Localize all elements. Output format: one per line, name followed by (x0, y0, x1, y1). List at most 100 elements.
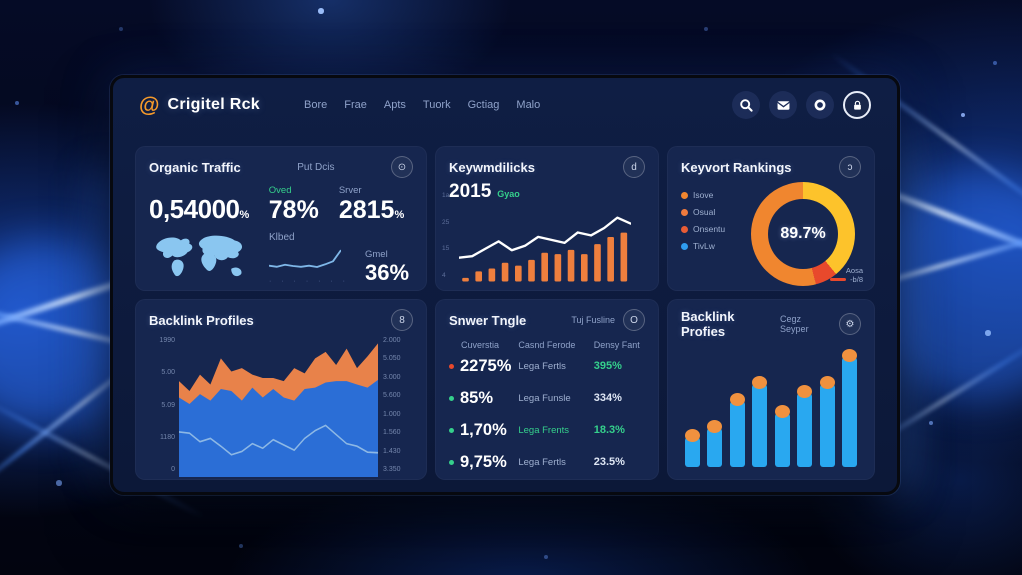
card-title: Keyvort Rankings (681, 159, 792, 175)
keywords-tag: Gyao (497, 189, 520, 199)
legend-dot (681, 208, 688, 216)
bar (841, 348, 857, 467)
bar-cap (685, 429, 700, 443)
card-menu-button[interactable]: ⊙ (390, 156, 413, 178)
footnote-line2: -b/8 (850, 275, 863, 284)
y-tick: 1.430 (383, 447, 401, 455)
legend-dot (681, 225, 688, 233)
cards-grid: Organic Traffic Put Dcis ⊙ 0,54000% Oved… (113, 132, 897, 480)
y-tick: 25 (442, 218, 450, 226)
table-row[interactable]: 85% Lega Funsle 334% (449, 382, 645, 414)
spark-block: Klbed · · · · · · · (268, 232, 349, 285)
nav-item-1[interactable]: Frae (344, 99, 367, 111)
y-tick: 1a (442, 192, 450, 199)
card-menu-button[interactable]: O (623, 309, 645, 331)
bar (774, 404, 790, 467)
lock-button[interactable] (843, 91, 871, 119)
card-title: Keywmdilicks (449, 159, 535, 175)
legend-item: TivLw (681, 241, 747, 251)
card-title: Backlink Profies (681, 309, 735, 339)
bar-cap (841, 348, 857, 362)
keywords-chart (459, 216, 631, 282)
row-value: 9,75% (460, 452, 507, 471)
area-y-axis-right: 2.000 5.050 3.000 5.600 1.000 1.560 1.43… (378, 335, 413, 477)
table-row[interactable]: 2275% Lega Fertls 395% (449, 350, 645, 382)
stat-server: Srver 2815% (339, 185, 404, 223)
nav-item-5[interactable]: Malo (516, 99, 541, 111)
row-mid: Lega Fertls (518, 360, 566, 372)
legend-label: Onsentu (693, 224, 726, 234)
card-menu-button[interactable]: ɔ (839, 156, 861, 178)
card-filter-link[interactable]: Cegz Seyper (780, 314, 809, 334)
card-backlink-area: Backlink Profiles 8 1990 5.00 5.09 1180 … (135, 299, 427, 480)
row-value: 2275% (460, 356, 512, 375)
card-organic-traffic: Organic Traffic Put Dcis ⊙ 0,54000% Oved… (135, 146, 427, 291)
y-tick: 2.000 (383, 337, 401, 344)
brand-logo-icon: @ (139, 93, 160, 117)
y-tick: 15 (442, 245, 450, 253)
y-tick: 1.000 (383, 410, 401, 418)
mail-button[interactable] (769, 91, 797, 119)
brand-name: Crigitel Rck (167, 96, 260, 113)
bar-cap (752, 375, 768, 389)
nav-item-4[interactable]: Gctiag (467, 99, 500, 111)
card-keyword-rankings: Keyvort Rankings ɔ Isove Osual (667, 146, 875, 291)
row-mid: Lega Frents (518, 424, 570, 436)
search-icon (740, 99, 753, 112)
card-menu-button[interactable]: d (623, 156, 645, 178)
bar (729, 392, 745, 467)
legend-item: Onsentu (681, 224, 747, 234)
nav-item-2[interactable]: Apts (383, 99, 406, 111)
search-button[interactable] (732, 91, 760, 119)
card-keywords: Keywmdilicks d 2015 Gyao 1a 25 15 4 (435, 146, 659, 291)
donut-center-value: 89.7% (780, 225, 826, 242)
nav-item-3[interactable]: Tuork (422, 99, 451, 111)
keywords-value: 2015 (449, 181, 492, 202)
topbar: @ Crigitel Rck Bore Frae Apts Tuork Gcti… (113, 78, 897, 132)
card-filter-link[interactable]: Tuj Fusline (571, 315, 615, 325)
nav-item-0[interactable]: Bore (304, 99, 328, 111)
stat-overview-label: Oved (268, 185, 292, 196)
card-title: Snwer Tngle (449, 312, 527, 328)
background-particles (0, 0, 2, 2)
legend-label: TivLw (693, 241, 715, 251)
bar (707, 419, 723, 467)
status-button[interactable] (806, 91, 834, 119)
y-tick: 0 (171, 466, 175, 473)
status-dot (449, 427, 454, 433)
table-row[interactable]: 1,70% Lega Frents 18.3% (449, 414, 645, 446)
status-dot (449, 363, 454, 369)
legend-label: Osual (693, 207, 716, 217)
stat-server-value: 2815 (338, 196, 395, 224)
spark-axis-dots: · · · · · · · (269, 278, 349, 285)
bar-cap (729, 392, 745, 406)
area-y-axis-left: 1990 5.00 5.09 1180 0 (149, 335, 179, 477)
status-ring-icon (814, 99, 826, 111)
card-title: Backlink Profiles (149, 312, 254, 328)
card-menu-button[interactable]: ⚙ (839, 313, 861, 335)
row-delta: 23.5% (593, 456, 625, 468)
brand-logo[interactable]: @ Crigitel Rck (139, 95, 260, 116)
row-mid: Lega Funsle (518, 392, 571, 404)
status-dot (449, 459, 454, 465)
legend-label: Isove (693, 190, 714, 200)
row-value: 1,70% (460, 420, 507, 439)
y-tick: 3.000 (383, 373, 401, 381)
card-server-table: Snwer Tngle Tuj Fusline O Cuverstia Casn… (435, 299, 659, 480)
legend-item: Osual (681, 207, 747, 217)
main-nav: Bore Frae Apts Tuork Gctiag Malo (304, 99, 540, 111)
stat-server-label: Srver (338, 185, 362, 196)
y-tick: 5.600 (383, 392, 401, 400)
card-menu-button[interactable]: 8 (391, 309, 413, 331)
card-title: Organic Traffic (149, 159, 241, 175)
mail-icon (776, 100, 790, 110)
footnote-line1: Aosa (845, 266, 863, 275)
table-row[interactable]: 9,75% Lega Fertls 23.5% (449, 446, 645, 478)
stat-growth: Gmel 36% (365, 249, 409, 284)
y-tick: 5.09 (161, 401, 175, 409)
donut-legend: Isove Osual Onsentu TivLw (681, 190, 747, 286)
bar-cap (797, 385, 813, 399)
traffic-sparkline (268, 249, 342, 268)
lock-icon (853, 100, 861, 110)
